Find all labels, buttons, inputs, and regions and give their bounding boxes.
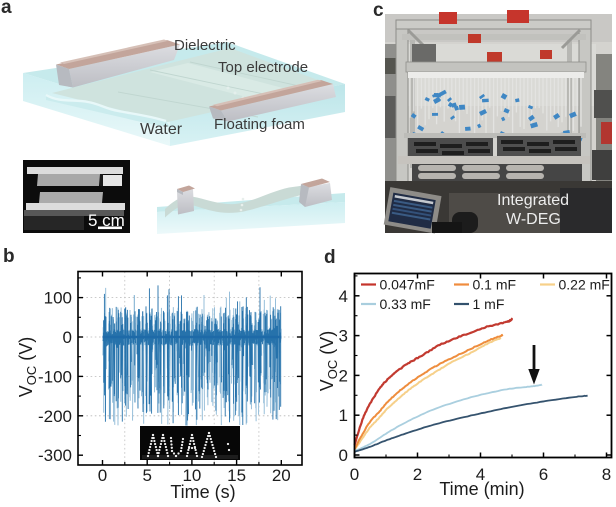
svg-text:0.047mF: 0.047mF [380,277,435,293]
svg-text:3: 3 [339,327,348,346]
svg-text:1: 1 [339,406,348,425]
svg-text:b: b [3,246,15,267]
svg-text:Top electrode: Top electrode [218,59,308,76]
svg-text:1 mF: 1 mF [473,296,505,312]
svg-text:100: 100 [44,289,72,308]
svg-text:15: 15 [227,466,246,485]
svg-text:Floating foam: Floating foam [214,116,305,133]
svg-text:Water: Water [140,121,183,138]
svg-text:10: 10 [182,466,201,485]
svg-text:Dielectric: Dielectric [174,37,236,54]
svg-text:6: 6 [539,465,548,484]
svg-text:Integrated: Integrated [497,192,569,209]
svg-text:0: 0 [98,466,107,485]
svg-text:-100: -100 [38,367,72,386]
svg-text:0: 0 [350,465,359,484]
svg-text:20: 20 [272,466,291,485]
svg-text:d: d [324,247,336,268]
svg-text:0: 0 [339,446,348,465]
svg-text:2: 2 [413,465,422,484]
svg-text:5: 5 [142,466,151,485]
svg-text:2: 2 [339,366,348,385]
svg-text:4: 4 [339,287,348,306]
svg-text:Time (min): Time (min) [439,479,524,499]
svg-text:W-DEG: W-DEG [506,211,561,228]
svg-text:0.33 mF: 0.33 mF [380,296,431,312]
svg-text:-300: -300 [38,446,72,465]
svg-text:4: 4 [476,465,485,484]
svg-text:-200: -200 [38,407,72,426]
svg-text:8: 8 [602,465,611,484]
svg-text:0.22 mF: 0.22 mF [559,277,610,293]
svg-text:0.1 mF: 0.1 mF [473,277,517,293]
svg-text:c: c [373,0,384,21]
svg-text:Time (s): Time (s) [170,482,235,502]
svg-text:0: 0 [63,328,72,347]
svg-text:a: a [1,0,12,18]
svg-text:5 cm: 5 cm [88,211,125,230]
